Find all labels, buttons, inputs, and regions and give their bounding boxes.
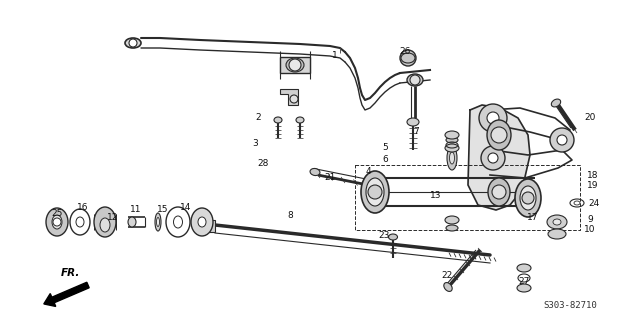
Ellipse shape: [366, 178, 384, 206]
Text: 14: 14: [180, 203, 192, 212]
Circle shape: [481, 146, 505, 170]
Ellipse shape: [52, 215, 62, 229]
Ellipse shape: [296, 117, 304, 123]
Ellipse shape: [310, 168, 320, 176]
Text: 20: 20: [584, 114, 596, 123]
Text: 3: 3: [252, 139, 258, 148]
Text: 24: 24: [588, 198, 600, 207]
Text: FR.: FR.: [60, 268, 80, 278]
Text: 28: 28: [257, 158, 269, 167]
Circle shape: [550, 128, 574, 152]
Text: 10: 10: [584, 226, 596, 235]
Ellipse shape: [388, 234, 397, 240]
Text: 6: 6: [382, 156, 388, 164]
Circle shape: [53, 218, 61, 226]
Text: 15: 15: [157, 205, 169, 214]
Text: 7: 7: [413, 126, 419, 135]
Ellipse shape: [94, 207, 116, 237]
FancyArrow shape: [44, 282, 89, 307]
Text: 26: 26: [399, 47, 411, 57]
Circle shape: [522, 192, 534, 204]
Text: 22: 22: [442, 270, 452, 279]
Text: 12: 12: [108, 213, 118, 222]
Ellipse shape: [520, 186, 536, 210]
Ellipse shape: [517, 264, 531, 272]
Ellipse shape: [125, 38, 141, 48]
Text: S303-82710: S303-82710: [543, 301, 597, 310]
Ellipse shape: [407, 118, 419, 126]
Ellipse shape: [446, 225, 458, 231]
Ellipse shape: [445, 131, 459, 139]
Circle shape: [491, 127, 507, 143]
Ellipse shape: [128, 217, 136, 227]
Text: 13: 13: [430, 191, 442, 201]
Circle shape: [557, 135, 567, 145]
Ellipse shape: [515, 179, 541, 217]
Text: 23: 23: [378, 230, 390, 239]
Ellipse shape: [551, 99, 561, 107]
Text: 2: 2: [255, 114, 261, 123]
Ellipse shape: [361, 171, 389, 213]
Circle shape: [290, 95, 298, 103]
Circle shape: [129, 39, 137, 47]
Ellipse shape: [155, 213, 161, 231]
Circle shape: [492, 185, 506, 199]
Text: 11: 11: [131, 205, 141, 214]
Text: 8: 8: [287, 211, 293, 220]
Text: 16: 16: [77, 203, 89, 212]
Bar: [200, 220, 215, 232]
Text: 27: 27: [518, 276, 530, 285]
Text: 17: 17: [527, 213, 539, 222]
Ellipse shape: [447, 146, 457, 170]
Ellipse shape: [46, 208, 68, 236]
Ellipse shape: [445, 144, 459, 152]
Ellipse shape: [553, 219, 561, 225]
Text: 21: 21: [324, 173, 336, 182]
Ellipse shape: [157, 218, 159, 227]
Ellipse shape: [445, 216, 459, 224]
Circle shape: [368, 185, 382, 199]
Ellipse shape: [487, 120, 511, 150]
Circle shape: [487, 112, 499, 124]
Ellipse shape: [198, 217, 206, 227]
Circle shape: [410, 75, 420, 85]
Text: 1: 1: [332, 51, 338, 60]
Ellipse shape: [449, 152, 454, 164]
Ellipse shape: [286, 58, 304, 72]
Text: 25: 25: [51, 209, 63, 218]
Ellipse shape: [547, 215, 567, 229]
Text: 5: 5: [382, 143, 388, 153]
Ellipse shape: [548, 229, 566, 239]
Circle shape: [289, 59, 301, 71]
Ellipse shape: [100, 218, 110, 232]
Text: 19: 19: [588, 180, 599, 189]
Bar: [280, 57, 310, 73]
Polygon shape: [280, 89, 298, 105]
Text: 9: 9: [587, 215, 593, 225]
Ellipse shape: [517, 284, 531, 292]
Circle shape: [488, 153, 498, 163]
Circle shape: [400, 50, 416, 66]
Text: 18: 18: [588, 171, 599, 180]
Ellipse shape: [407, 74, 423, 86]
Ellipse shape: [446, 137, 458, 143]
Ellipse shape: [488, 178, 510, 206]
Polygon shape: [468, 105, 530, 210]
Ellipse shape: [444, 283, 452, 292]
Ellipse shape: [191, 208, 213, 236]
Circle shape: [479, 104, 507, 132]
Text: 4: 4: [365, 167, 371, 177]
Ellipse shape: [274, 117, 282, 123]
